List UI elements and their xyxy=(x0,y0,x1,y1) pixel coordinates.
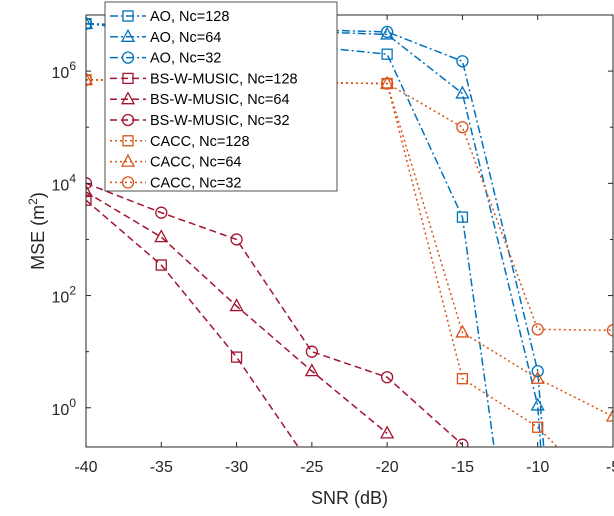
x-tick-label: -5 xyxy=(606,459,614,476)
y-tick-label: 104 xyxy=(52,171,77,194)
x-tick-label: -15 xyxy=(451,459,474,476)
axes-layer xyxy=(85,14,614,448)
data-point xyxy=(86,177,93,190)
data-point xyxy=(230,233,243,246)
data-point xyxy=(86,184,94,198)
data-point xyxy=(380,75,395,89)
data-point xyxy=(380,371,394,384)
y-axis-label-sup: 2 xyxy=(26,198,40,205)
x-tick-label: -20 xyxy=(376,459,399,476)
data-point xyxy=(86,73,93,86)
legend-label-8: CACC, Nc=64 xyxy=(150,155,241,171)
legend-label-9: CACC, Nc=32 xyxy=(150,175,241,191)
data-point xyxy=(456,211,469,223)
data-point xyxy=(154,229,169,243)
legend-label-5: BS-W-MUSIC, Nc=64 xyxy=(150,92,290,108)
data-point xyxy=(380,25,394,39)
data-point xyxy=(456,121,469,134)
y-axis-label-tail: ) xyxy=(28,192,48,198)
legend-marker-9 xyxy=(121,176,135,189)
data-point xyxy=(456,438,469,447)
data-point xyxy=(381,48,393,60)
data-point xyxy=(530,370,545,384)
data-point xyxy=(605,408,613,422)
data-point xyxy=(380,77,394,90)
legend-marker-4 xyxy=(122,72,134,85)
data-point xyxy=(530,397,545,411)
legend-marker-7 xyxy=(122,135,134,147)
data-point xyxy=(86,15,94,29)
legend: AO, Nc=128 AO, Nc=64 AO, Nc=32 BS-W-MUSIC, … xyxy=(104,1,338,192)
y-tick-label-exp: 6 xyxy=(69,59,76,73)
y-tick-label-exp: 0 xyxy=(69,396,76,410)
data-point xyxy=(531,364,544,378)
legend-marker-1 xyxy=(122,10,134,22)
series-line-4 xyxy=(86,199,299,447)
y-tick-label: 106 xyxy=(52,59,77,82)
legend-label-1: AO, Nc=128 xyxy=(150,9,229,25)
data-point xyxy=(86,17,93,30)
legend-marker-3 xyxy=(121,51,135,64)
series-line-3 xyxy=(86,22,545,447)
data-point xyxy=(86,71,94,85)
data-point xyxy=(606,324,613,337)
data-point xyxy=(86,194,92,206)
legend-label-3: AO, Nc=32 xyxy=(150,51,221,67)
data-point xyxy=(455,324,470,338)
legend-marker-6 xyxy=(121,113,135,127)
y-tick-label-base: 10 xyxy=(52,65,70,82)
y-tick-label: 100 xyxy=(52,396,77,419)
x-tick-label: -10 xyxy=(526,459,549,476)
legend-marker-2 xyxy=(120,28,136,42)
data-point xyxy=(456,373,469,385)
legend-marker-5 xyxy=(120,91,136,105)
data-point xyxy=(155,206,168,219)
ticks-layer: -40-35-30-25-20-15-10-5100102104106 xyxy=(52,15,614,476)
y-tick-label: 102 xyxy=(52,284,77,307)
data-point xyxy=(380,425,395,439)
data-point xyxy=(155,259,167,271)
data-point xyxy=(305,345,319,358)
data-point xyxy=(531,323,544,336)
y-tick-label-exp: 4 xyxy=(69,171,76,185)
legend-label-4: BS-W-MUSIC, Nc=128 xyxy=(150,71,298,87)
y-axis-label-main: MSE (m xyxy=(28,205,48,270)
legend-box xyxy=(104,1,338,192)
x-tick-label: -40 xyxy=(74,459,97,476)
series-line-5 xyxy=(86,191,388,434)
plot-frame xyxy=(85,14,614,448)
legend-label-6: BS-W-MUSIC, Nc=32 xyxy=(150,113,290,129)
data-point xyxy=(532,421,544,433)
y-tick-label-base: 10 xyxy=(52,177,70,194)
x-tick-label: -30 xyxy=(225,459,248,476)
x-axis-label: SNR (dB) xyxy=(311,488,388,508)
x-tick-label: -25 xyxy=(300,459,323,476)
data-point xyxy=(230,351,243,363)
y-tick-label-base: 10 xyxy=(52,290,70,307)
legend-label-7: CACC, Nc=128 xyxy=(150,134,250,150)
data-point xyxy=(229,298,244,312)
legend-label-2: AO, Nc=64 xyxy=(150,30,221,46)
data-point xyxy=(304,363,319,377)
series-line-6 xyxy=(86,182,463,446)
y-axis-label: MSE (m2) xyxy=(26,192,48,270)
data-point xyxy=(455,85,470,99)
data-point xyxy=(456,55,469,68)
series-line-2 xyxy=(86,22,542,447)
x-tick-label: -35 xyxy=(150,459,173,476)
legend-marker-8 xyxy=(120,153,136,167)
y-tick-label-exp: 2 xyxy=(69,284,76,298)
y-tick-label-base: 10 xyxy=(52,402,70,419)
